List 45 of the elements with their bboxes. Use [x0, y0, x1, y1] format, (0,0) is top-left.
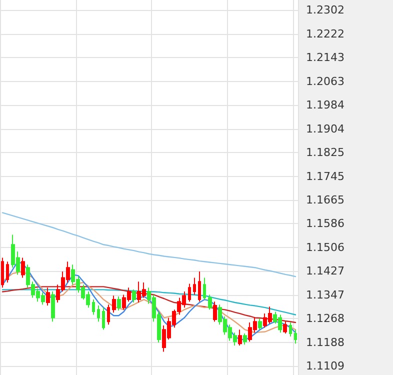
candlestick [198, 270, 201, 302]
y-tick-label: 1.1984 [306, 98, 344, 112]
y-tick-label: 1.1745 [306, 170, 344, 183]
candlestick [188, 283, 191, 302]
y-tick-label: 1.1825 [306, 146, 344, 159]
candlestick [213, 301, 217, 322]
candlestick [92, 299, 95, 316]
line-series [2, 286, 296, 324]
candlestick [102, 307, 105, 330]
line-series [2, 289, 296, 316]
candlestick [294, 329, 297, 344]
candlestick [21, 257, 25, 278]
y-tick-label: 1.1188 [306, 336, 344, 349]
candlestick [238, 329, 242, 346]
y-tick-label: 1.1506 [306, 241, 344, 254]
y-tick-label: 1.2222 [306, 28, 344, 41]
candlestick [132, 289, 136, 304]
candlestick [283, 321, 287, 334]
y-tick-label: 1.1347 [306, 288, 344, 302]
line-series [2, 270, 296, 334]
candlestick [243, 333, 247, 346]
line-series [2, 261, 296, 340]
candlestick [107, 304, 110, 326]
line-series [2, 212, 296, 278]
y-tick-label: 1.1904 [306, 122, 344, 136]
y-tick-label: 1.2143 [306, 51, 344, 64]
y-tick-label: 1.1109 [306, 360, 344, 373]
candlestick [46, 287, 50, 306]
y-tick-label: 1.1268 [306, 312, 344, 326]
candlestick [258, 318, 262, 330]
candlestick [112, 295, 116, 314]
y-tick-label: 1.2302 [306, 4, 344, 17]
y-tick-label: 1.1586 [306, 217, 344, 230]
y-tick-label: 1.1427 [306, 264, 344, 278]
y-tick-label: 1.2063 [306, 74, 344, 88]
y-tick-label: 1.1665 [306, 194, 344, 207]
candlestick [1, 257, 4, 288]
candlestick [6, 261, 9, 284]
candlestick [51, 290, 55, 322]
candlestick [193, 277, 196, 296]
candlestick [289, 322, 292, 338]
candlestick [97, 304, 100, 322]
candlestick [117, 296, 121, 312]
candlestick [208, 294, 212, 310]
candlestick [203, 277, 206, 300]
